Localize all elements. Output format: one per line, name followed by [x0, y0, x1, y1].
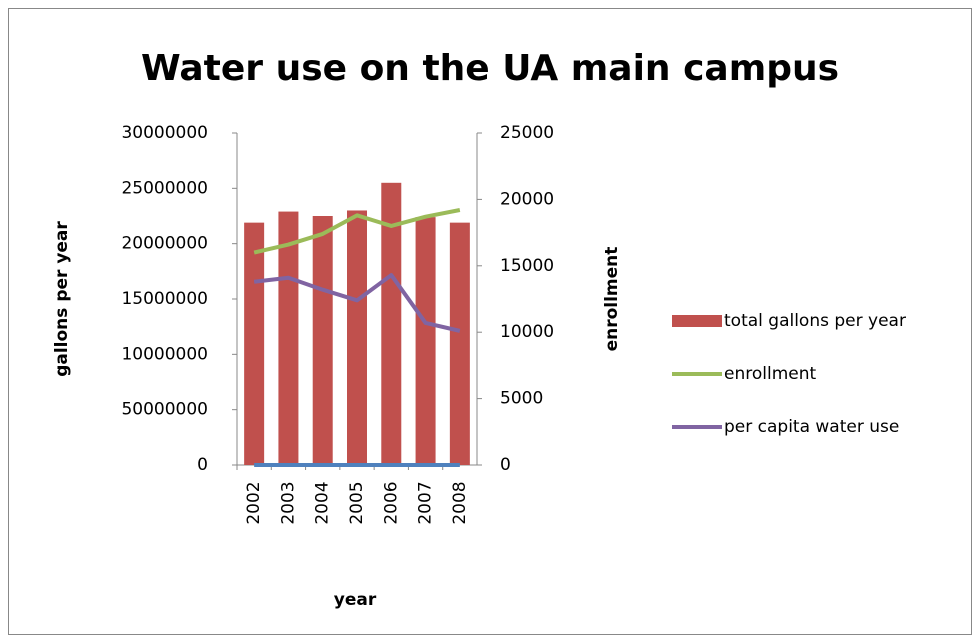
x-tick-label: 2008	[450, 481, 470, 524]
line	[253, 208, 461, 255]
y-tick-label: 25000000	[121, 178, 208, 198]
x-tick-label: 2006	[381, 481, 401, 524]
y2-tick-label: 10000	[500, 322, 554, 342]
bar	[278, 211, 299, 465]
y2-tick-label: 0	[500, 455, 511, 475]
bar	[449, 222, 470, 465]
x-tick-label: 2004	[313, 481, 333, 524]
line	[253, 273, 461, 333]
x-tick-label: 2005	[347, 481, 367, 524]
y2-tick-label: 25000	[500, 123, 554, 143]
bar	[244, 222, 265, 465]
x-tick-label: 2002	[244, 481, 264, 524]
y-axis-title: gallons per year	[52, 221, 72, 377]
y-tick-label: 20000000	[121, 234, 208, 254]
y2-tick-label: 15000	[500, 256, 554, 276]
legend-label: total gallons per year	[724, 311, 906, 331]
bar	[381, 182, 402, 466]
y-tick-label: 0	[197, 455, 208, 475]
y2-tick-label: 5000	[500, 389, 543, 409]
chart-title: Water use on the UA main campus	[141, 48, 839, 89]
legend-label: per capita water use	[724, 417, 899, 437]
legend-swatch	[672, 315, 722, 327]
bar	[415, 217, 436, 465]
chart-frame	[8, 8, 972, 635]
x-tick-label: 2007	[416, 481, 436, 524]
x-tick-label: 2003	[278, 481, 298, 524]
x-axis-title: year	[334, 590, 377, 610]
legend-label: enrollment	[724, 364, 816, 384]
y2-tick-label: 20000	[500, 189, 554, 209]
y-tick-label: 10000000	[121, 344, 208, 364]
y2-axis-title: enrollment	[602, 247, 622, 352]
bar	[312, 216, 333, 465]
y-tick-label: 30000000	[121, 123, 208, 143]
bar	[347, 210, 367, 465]
y-tick-label: 15000000	[121, 289, 208, 309]
y-tick-label: 50000000	[121, 400, 208, 420]
